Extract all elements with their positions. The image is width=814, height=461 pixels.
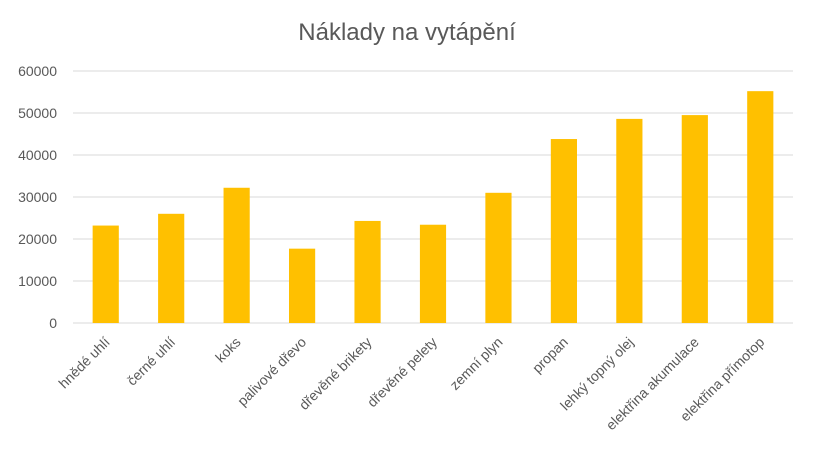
bar [550, 139, 577, 323]
bar [485, 192, 512, 323]
bar [419, 224, 447, 323]
bar [158, 213, 185, 323]
y-tick-label: 30000 [18, 189, 57, 205]
y-tick-label: 20000 [18, 231, 57, 247]
bar [616, 118, 643, 323]
y-tick-label: 50000 [18, 105, 57, 121]
bar [223, 187, 250, 323]
bar [747, 91, 774, 323]
x-category-label: palivové dřevo [234, 334, 309, 409]
y-tick-label: 0 [49, 315, 57, 331]
x-category-label: propan [529, 334, 571, 376]
chart-title: Náklady na vytápění [298, 19, 516, 46]
bar [354, 220, 381, 323]
x-category-label: hnědé uhlí [55, 334, 113, 392]
y-tick-label: 10000 [18, 273, 57, 289]
x-category-label: dřevěné pelety [364, 334, 440, 410]
bar [289, 248, 316, 323]
y-tick-label: 60000 [18, 63, 57, 79]
x-category-label: zemní plyn [446, 334, 505, 393]
bars [92, 91, 774, 323]
bar [681, 115, 708, 323]
y-tick-label: 40000 [18, 147, 57, 163]
x-category-label: koks [212, 334, 244, 366]
bar [92, 225, 119, 323]
x-category-label: černé uhlí [124, 334, 179, 389]
y-axis-ticks: 0 10000 20000 30000 40000 50000 60000 [18, 63, 57, 331]
